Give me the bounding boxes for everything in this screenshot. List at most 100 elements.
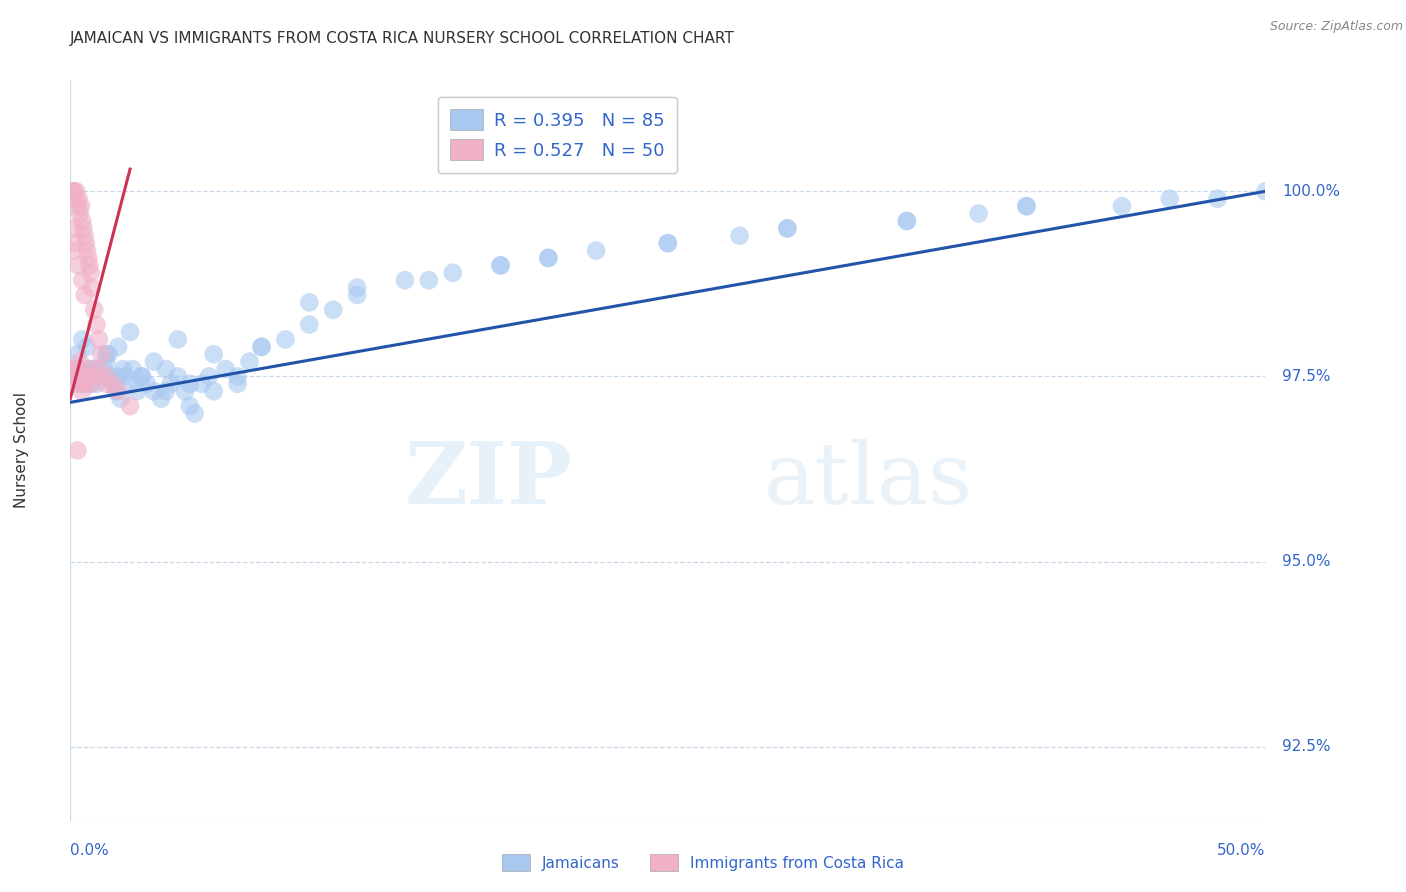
Point	[76, 369, 98, 384]
Point	[66, 347, 89, 361]
Text: Nursery School: Nursery School	[14, 392, 28, 508]
Point	[90, 347, 112, 361]
Point	[90, 369, 112, 384]
Point	[394, 273, 416, 287]
Point	[159, 376, 181, 391]
Point	[110, 392, 132, 406]
Point	[135, 376, 157, 391]
Point	[107, 384, 129, 399]
Point	[83, 369, 105, 384]
Point	[86, 376, 108, 391]
Point	[96, 354, 118, 368]
Point	[83, 302, 105, 317]
Point	[131, 369, 153, 384]
Point	[198, 369, 221, 384]
Point	[107, 369, 129, 384]
Point	[657, 236, 679, 251]
Point	[202, 347, 225, 361]
Point	[62, 369, 84, 384]
Point	[322, 302, 344, 317]
Point	[63, 376, 86, 391]
Point	[120, 325, 141, 339]
Point	[96, 347, 118, 361]
Point	[63, 192, 86, 206]
Point	[143, 354, 166, 368]
Point	[143, 384, 166, 399]
Point	[75, 236, 97, 251]
Point	[70, 273, 93, 287]
Point	[65, 236, 87, 251]
Point	[69, 354, 91, 368]
Point	[776, 221, 799, 235]
Point	[657, 236, 679, 251]
Point	[83, 369, 105, 384]
Point	[73, 228, 96, 243]
Point	[70, 369, 93, 384]
Point	[1015, 199, 1038, 213]
Point	[167, 369, 190, 384]
Point	[114, 369, 136, 384]
Point	[202, 384, 225, 399]
Point	[155, 384, 177, 399]
Point	[66, 199, 89, 213]
Point	[69, 369, 91, 384]
Point	[896, 214, 918, 228]
Text: 97.5%: 97.5%	[1282, 369, 1330, 384]
Point	[274, 333, 297, 347]
Point	[69, 206, 91, 220]
Text: ZIP: ZIP	[405, 438, 572, 522]
Legend: Jamaicans, Immigrants from Costa Rica: Jamaicans, Immigrants from Costa Rica	[496, 848, 910, 877]
Point	[73, 376, 96, 391]
Point	[70, 214, 93, 228]
Point	[63, 369, 86, 384]
Point	[776, 221, 799, 235]
Point	[76, 369, 98, 384]
Point	[97, 347, 120, 361]
Point	[79, 376, 101, 391]
Point	[120, 399, 141, 413]
Text: atlas: atlas	[763, 439, 973, 522]
Point	[226, 376, 249, 391]
Point	[87, 333, 110, 347]
Point	[585, 244, 607, 258]
Point	[83, 362, 105, 376]
Point	[728, 228, 751, 243]
Point	[179, 399, 201, 413]
Point	[298, 295, 321, 310]
Point	[70, 199, 93, 213]
Point	[250, 340, 273, 354]
Point	[155, 362, 177, 376]
Point	[489, 259, 512, 273]
Point	[73, 288, 96, 302]
Point	[214, 362, 236, 376]
Point	[72, 376, 94, 391]
Point	[1015, 199, 1038, 213]
Point	[62, 244, 84, 258]
Point	[179, 376, 201, 391]
Point	[537, 251, 560, 265]
Point	[80, 280, 103, 294]
Text: 92.5%: 92.5%	[1282, 739, 1330, 754]
Point	[66, 369, 89, 384]
Point	[80, 376, 103, 391]
Point	[79, 266, 101, 280]
Point	[120, 376, 141, 391]
Point	[76, 340, 98, 354]
Text: 0.0%: 0.0%	[70, 843, 110, 858]
Text: 95.0%: 95.0%	[1282, 554, 1330, 569]
Point	[191, 376, 214, 391]
Point	[80, 362, 103, 376]
Point	[62, 185, 84, 199]
Point	[63, 221, 86, 235]
Point	[1254, 185, 1277, 199]
Point	[79, 259, 101, 273]
Point	[127, 384, 149, 399]
Point	[96, 376, 118, 391]
Point	[104, 384, 127, 399]
Point	[1206, 192, 1229, 206]
Point	[121, 362, 143, 376]
Legend: R = 0.395   N = 85, R = 0.527   N = 50: R = 0.395 N = 85, R = 0.527 N = 50	[437, 96, 678, 173]
Point	[87, 362, 110, 376]
Point	[67, 192, 90, 206]
Point	[96, 369, 118, 384]
